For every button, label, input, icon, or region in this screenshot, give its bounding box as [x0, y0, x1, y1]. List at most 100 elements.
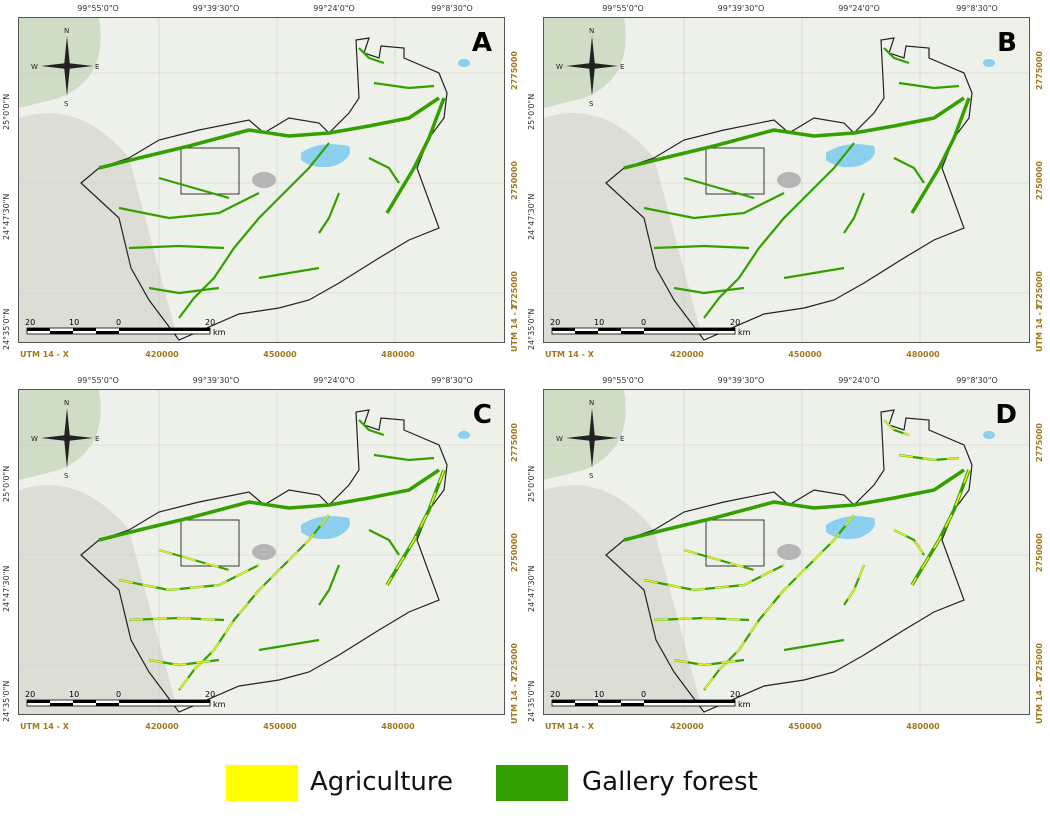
gallery-forest-river	[318, 564, 341, 606]
utm-x-tick-label: 420000	[670, 722, 704, 731]
utm-y-tick-label: 2750000	[1035, 533, 1044, 572]
scale-bar: 20 10 0 20 km	[25, 318, 226, 337]
latitude-label: 25°0'0"N	[527, 465, 536, 502]
legend: Agriculture Gallery forest	[0, 765, 1050, 805]
scale-tick: 20	[550, 318, 560, 327]
utm-x-tick-label: 420000	[145, 350, 179, 359]
west-label: W	[31, 63, 38, 71]
scale-tick: 0	[116, 690, 121, 699]
scale-bar: 20 10 0 20 km	[550, 318, 751, 337]
scale-tick: 20	[25, 318, 35, 327]
longitude-label: 99°8'30"O	[956, 4, 998, 13]
latitude-label: 24°35'0"N	[2, 680, 11, 722]
east-label: E	[95, 435, 99, 443]
panel-letter: C	[472, 400, 492, 430]
urban-area	[252, 544, 276, 560]
panel-letter: A	[471, 28, 492, 58]
utm-y-axis-label: UTM 14 - Y	[1035, 303, 1044, 352]
longitude-label: 99°39'30"O	[192, 4, 240, 13]
gallery-forest-river	[148, 286, 220, 295]
map-frame: N S E W 20 10 0 20 km B	[543, 17, 1030, 343]
gallery-forest-river	[373, 453, 435, 462]
agriculture-segment	[386, 469, 445, 586]
utm-y-tick-label: 2775000	[510, 423, 519, 462]
water-body	[458, 59, 470, 67]
gallery-forest-river	[118, 192, 260, 220]
north-label: N	[589, 399, 594, 407]
scale-tick: 20	[205, 690, 215, 699]
latitude-label: 25°0'0"N	[2, 93, 11, 130]
gallery-forest-river	[910, 97, 971, 214]
agriculture-segment	[653, 617, 750, 621]
east-label: E	[620, 435, 624, 443]
terrain-relief	[544, 485, 704, 714]
longitude-label: 99°39'30"O	[717, 4, 765, 13]
utm-y-tick-label: 2775000	[510, 51, 519, 90]
utm-y-tick-label: 2775000	[1035, 423, 1044, 462]
agriculture-segment	[883, 419, 910, 436]
urban-area	[777, 544, 801, 560]
legend-label-agriculture: Agriculture	[310, 767, 453, 797]
legend-swatch-agriculture	[226, 765, 298, 801]
map-panel-a: 99°55'0"O 99°39'30"O 99°24'0"O 99°8'30"O 25°…	[0, 0, 525, 380]
utm-x-axis-label: UTM 14 - X	[545, 350, 594, 359]
west-label: W	[556, 63, 563, 71]
west-label: W	[31, 435, 38, 443]
longitude-label: 99°55'0"O	[602, 4, 644, 13]
terrain-relief	[19, 113, 179, 342]
gallery-forest-river	[358, 47, 385, 65]
terrain-relief	[544, 18, 626, 108]
gallery-forest-river	[673, 286, 745, 295]
latitude-label: 25°0'0"N	[527, 93, 536, 130]
gallery-forest-river	[883, 47, 910, 65]
utm-y-axis-label: UTM 14 - Y	[1035, 675, 1044, 724]
utm-x-tick-label: 420000	[670, 350, 704, 359]
utm-x-axis-label: UTM 14 - X	[20, 722, 69, 731]
terrain-relief	[544, 113, 704, 342]
scale-tick: 10	[69, 318, 79, 327]
scale-tick: 0	[641, 690, 646, 699]
gallery-forest-river	[258, 266, 320, 280]
longitude-label: 99°24'0"O	[838, 376, 880, 385]
utm-x-tick-label: 450000	[788, 722, 822, 731]
agriculture-segment	[128, 617, 225, 621]
utm-x-tick-label: 450000	[788, 350, 822, 359]
utm-x-tick-label: 480000	[381, 722, 415, 731]
latitude-label: 24°35'0"N	[527, 308, 536, 350]
east-label: E	[95, 63, 99, 71]
utm-y-tick-label: 2750000	[510, 161, 519, 200]
scale-tick: 0	[116, 318, 121, 327]
utm-x-axis-label: UTM 14 - X	[545, 722, 594, 731]
utm-x-tick-label: 480000	[906, 722, 940, 731]
panel-letter: D	[995, 400, 1017, 430]
agriculture-segment	[683, 549, 755, 571]
gallery-forest-river	[358, 419, 385, 437]
longitude-label: 99°39'30"O	[717, 376, 765, 385]
municipal-boundary	[180, 519, 240, 567]
gallery-forest-river	[258, 638, 320, 652]
utm-y-tick-label: 2750000	[510, 533, 519, 572]
gallery-forest-river	[683, 176, 755, 200]
utm-x-tick-label: 450000	[263, 722, 297, 731]
utm-x-axis-label: UTM 14 - X	[20, 350, 69, 359]
panel-letter: B	[997, 28, 1017, 58]
south-label: S	[589, 100, 594, 108]
north-arrow: N S E W	[31, 27, 99, 108]
water-body	[983, 59, 995, 67]
gallery-forest-river	[623, 468, 965, 542]
terrain-relief	[19, 390, 101, 480]
utm-x-tick-label: 450000	[263, 350, 297, 359]
north-label: N	[589, 27, 594, 35]
latitude-label: 24°35'0"N	[527, 680, 536, 722]
municipal-boundary	[180, 147, 240, 195]
agriculture-segment	[703, 514, 855, 691]
scale-tick: 20	[550, 690, 560, 699]
longitude-label: 99°8'30"O	[431, 4, 473, 13]
agriculture-segment	[673, 659, 745, 666]
agriculture-segment	[118, 564, 260, 591]
gallery-forest-river	[368, 157, 400, 184]
gallery-forest-river	[783, 638, 845, 652]
gallery-forest-river	[385, 97, 446, 214]
west-label: W	[556, 435, 563, 443]
latitude-label: 25°0'0"N	[2, 465, 11, 502]
